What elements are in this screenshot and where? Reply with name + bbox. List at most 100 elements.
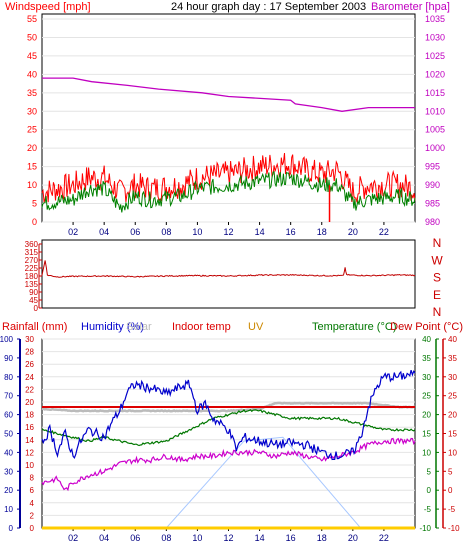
wind-tick-label: 55	[27, 14, 37, 24]
wind-hour-label: 22	[379, 227, 389, 237]
dewpoint-tick-label: -5	[448, 505, 456, 514]
rainfall-tick-label: 4	[30, 499, 35, 508]
direction-tick-label: 270	[25, 256, 39, 265]
rainfall-tick-label: 12	[25, 448, 34, 457]
barometer-axis-label: Barometer [hpa]	[371, 1, 450, 13]
tick-label-layer: 0510152025303540455055980985990995100010…	[0, 14, 460, 543]
dewpoint-tick-label: 15	[448, 430, 457, 439]
dewpoint-tick-label: -10	[448, 524, 460, 533]
humidity-tick-label: 70	[4, 392, 13, 401]
wind-hour-label: 16	[286, 227, 296, 237]
barometer-tick-label: 980	[425, 217, 440, 227]
wind-tick-label: 0	[32, 217, 37, 227]
barometer-tick-label: 985	[425, 199, 440, 209]
wind-tick-label: 5	[32, 199, 37, 209]
rainfall-tick-label: 24	[25, 373, 34, 382]
weather-hour-label: 22	[379, 533, 389, 543]
temperature-tick-label: -10	[419, 524, 431, 533]
wind-tick-label: 50	[27, 32, 37, 42]
humidity-tick-label: 90	[4, 354, 13, 363]
dewpoint-tick-label: 20	[448, 411, 457, 420]
weather-hour-label: 12	[223, 533, 233, 543]
barometer-tick-label: 1025	[425, 51, 445, 61]
barometer-tick-label: 1015	[425, 88, 445, 98]
temperature-tick-label: 0	[427, 486, 432, 495]
legend-dew-point: Dew Point (°C)	[390, 321, 463, 333]
windspeed-axis-label: Windspeed [mph]	[5, 1, 91, 13]
rainfall-tick-label: 18	[25, 411, 34, 420]
legend-rainfall: Rainfall (mm)	[2, 321, 67, 333]
temperature-tick-label: 15	[422, 430, 431, 439]
wind-tick-label: 20	[27, 143, 37, 153]
temperature-tick-label: 30	[422, 373, 431, 382]
weather-hour-label: 10	[192, 533, 202, 543]
humidity-tick-label: 100	[0, 335, 14, 344]
temperature-tick-label: 40	[422, 335, 431, 344]
solar-line	[41, 401, 416, 413]
temperature-tick-label: 5	[427, 467, 432, 476]
rainfall-tick-label: 14	[25, 436, 34, 445]
wind-hour-label: 06	[130, 227, 140, 237]
weather-hour-label: 14	[255, 533, 265, 543]
wind-tick-label: 30	[27, 106, 37, 116]
weather-hour-label: 06	[130, 533, 140, 543]
barometer-line	[42, 77, 415, 112]
barometer-tick-label: 995	[425, 162, 440, 172]
temperature-tick-label: 10	[422, 448, 431, 457]
weather-hour-label: 16	[286, 533, 296, 543]
humidity-tick-label: 80	[4, 373, 13, 382]
humidity-line	[41, 369, 416, 461]
wind-tick-label: 25	[27, 125, 37, 135]
barometer-tick-label: 1000	[425, 143, 445, 153]
direction-tick-label: 315	[25, 248, 39, 257]
dewpoint-tick-label: 30	[448, 373, 457, 382]
chart-title: 24 hour graph day : 17 September 2003	[171, 1, 366, 13]
humidity-tick-label: 20	[4, 486, 13, 495]
direction-tick-label: 45	[29, 296, 38, 305]
temperature-tick-label: 25	[422, 392, 431, 401]
temperature-tick-label: -5	[424, 505, 432, 514]
legend-humidity: Humidity (%)	[81, 321, 144, 333]
dewpoint-tick-label: 40	[448, 335, 457, 344]
barometer-tick-label: 1020	[425, 69, 445, 79]
humidity-tick-label: 10	[4, 505, 13, 514]
humidity-tick-label: 60	[4, 411, 13, 420]
temperature-tick-label: 35	[422, 354, 431, 363]
rainfall-tick-label: 28	[25, 348, 34, 357]
legend-layer: Rainfall (mm) Humidity (%)Solar Indoor tem…	[2, 321, 463, 333]
humidity-tick-label: 40	[4, 448, 13, 457]
wind-hour-label: 18	[317, 227, 327, 237]
direction-tick-label: 180	[25, 272, 39, 281]
dewpoint-line	[41, 437, 416, 492]
wind-direction-line	[41, 260, 416, 278]
compass-label: E	[433, 288, 441, 302]
humidity-tick-label: 50	[4, 430, 13, 439]
wind-gust-line	[41, 152, 416, 203]
legend-solar: Solar	[126, 321, 152, 333]
rainfall-tick-label: 2	[30, 511, 35, 520]
dewpoint-tick-label: 0	[448, 486, 453, 495]
humidity-tick-label: 30	[4, 467, 13, 476]
barometer-tick-label: 1030	[425, 32, 445, 42]
series-layer	[41, 77, 416, 530]
weather-hour-label: 04	[99, 533, 109, 543]
wind-hour-label: 02	[68, 227, 78, 237]
legend-temperature: Temperature (°C)	[312, 321, 396, 333]
legend-indoor-temp: Indoor temp	[172, 321, 231, 333]
rainfall-tick-label: 8	[30, 474, 35, 483]
barometer-tick-label: 1035	[425, 14, 445, 24]
weather-hour-label: 18	[317, 533, 327, 543]
rainfall-tick-label: 10	[25, 461, 34, 470]
dewpoint-tick-label: 35	[448, 354, 457, 363]
rainfall-tick-label: 22	[25, 385, 34, 394]
direction-tick-label: 0	[34, 304, 39, 313]
dewpoint-tick-label: 25	[448, 392, 457, 401]
direction-tick-label: 360	[25, 240, 39, 249]
rainfall-tick-label: 20	[25, 398, 34, 407]
wind-hour-label: 20	[348, 227, 358, 237]
grid-layer	[42, 18, 415, 529]
wind-average-line	[41, 171, 416, 213]
barometer-tick-label: 1005	[425, 125, 445, 135]
direction-tick-label: 135	[25, 280, 39, 289]
weather-hour-label: 02	[68, 533, 78, 543]
